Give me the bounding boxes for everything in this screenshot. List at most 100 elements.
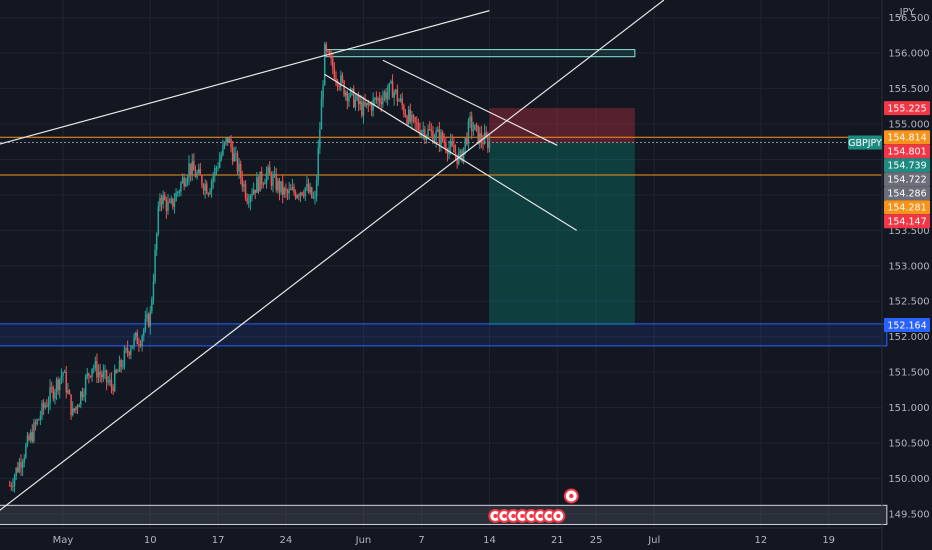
candle-body [151, 299, 153, 312]
candle-body [260, 171, 263, 184]
candle-body [141, 335, 143, 346]
price-tick-label: 153.500 [888, 226, 929, 237]
candle-body [307, 183, 310, 193]
candle-body [354, 99, 357, 108]
candle-body [322, 85, 324, 99]
candle-body [265, 172, 268, 183]
candle-body [173, 201, 176, 207]
candle-body [233, 153, 235, 162]
candle-body [65, 371, 67, 393]
candle-body [225, 137, 227, 143]
candle-body [84, 377, 87, 395]
candle-body [25, 445, 27, 458]
candles [8, 41, 491, 493]
candle-body [180, 182, 182, 192]
candle-body [332, 58, 334, 69]
candle-body [104, 370, 106, 373]
candle-body [351, 88, 353, 90]
candle-body [17, 467, 19, 472]
candle-body [409, 109, 412, 122]
candle-body [94, 361, 97, 368]
candle-body [50, 387, 53, 389]
time-tick-label: 10 [144, 535, 157, 546]
candle-body [73, 408, 76, 411]
candle-body [139, 344, 142, 346]
candle-body [441, 132, 444, 141]
candle-body [488, 141, 491, 149]
candle-body [283, 188, 286, 195]
candle-body [252, 189, 255, 195]
price-tag: 154.814 [887, 133, 926, 144]
candle-body [157, 206, 160, 234]
candle-body [172, 198, 174, 207]
candle-body [178, 191, 181, 193]
candle-body [83, 394, 85, 398]
candle-body [343, 80, 345, 96]
candle-body [280, 181, 282, 193]
candle-body [285, 188, 287, 192]
price-axis[interactable]: JPY 156.500156.000155.500155.000154.5001… [888, 7, 929, 520]
candle-body [311, 187, 313, 198]
event-markers[interactable] [488, 488, 579, 523]
price-tick-label: 150.500 [888, 438, 929, 449]
zone-box [0, 504, 888, 525]
symbol-tag-bg [848, 135, 882, 150]
price-tick-label: 149.500 [888, 509, 929, 520]
candle-body [357, 95, 360, 105]
candle-body [367, 102, 370, 105]
time-axis[interactable]: May 10 17 24 Jun 7 14 21 25 Jul 12 19 [53, 535, 835, 546]
candle-body [479, 133, 481, 144]
candle-body [293, 187, 295, 193]
economic-event-dot [493, 514, 498, 518]
candle-body [298, 195, 300, 197]
candle-body [134, 332, 137, 337]
candle-body [262, 183, 265, 185]
candle-body [128, 352, 130, 355]
candle-body [143, 329, 145, 336]
candle-body [49, 387, 51, 403]
candle-body [52, 388, 55, 399]
price-tag-bg [884, 200, 930, 215]
trendlines[interactable] [0, 0, 665, 514]
candle-body [113, 370, 116, 391]
candle-body [474, 124, 476, 131]
price-tag: 154.147 [887, 217, 926, 228]
candle-body [395, 89, 397, 93]
economic-event-dot [569, 493, 574, 499]
candle-body [257, 177, 260, 192]
price-tag-bg [884, 214, 930, 229]
candle-body [403, 105, 405, 115]
candle-body [29, 432, 32, 441]
candle-body [317, 147, 319, 180]
candle-body [86, 373, 88, 378]
trendline [382, 59, 558, 146]
candle-body [440, 132, 442, 145]
candle-body [340, 75, 342, 87]
candle-body [186, 177, 189, 183]
candle-body [449, 140, 452, 148]
short-position-tool[interactable] [489, 108, 635, 326]
candle-body [91, 368, 93, 377]
candle-body [125, 348, 127, 351]
candle-body [325, 44, 328, 51]
candle-body [217, 167, 219, 169]
candle-body [264, 182, 266, 185]
candle-body [291, 187, 294, 190]
candle-body [349, 88, 352, 97]
candle-body [68, 390, 71, 395]
price-tick-label: 156.500 [888, 13, 929, 24]
candle-body [467, 121, 470, 145]
candle-body [432, 131, 434, 143]
candle-body [286, 191, 289, 194]
candle-body [176, 192, 179, 194]
candle-body [475, 124, 478, 126]
candle-body [188, 163, 190, 178]
candle-body [62, 372, 64, 376]
candle-body [126, 348, 129, 353]
candle-body [110, 379, 113, 388]
candle-body [227, 137, 229, 143]
time-tick-label: 19 [822, 535, 835, 546]
price-tick-label: 152.000 [888, 332, 929, 343]
